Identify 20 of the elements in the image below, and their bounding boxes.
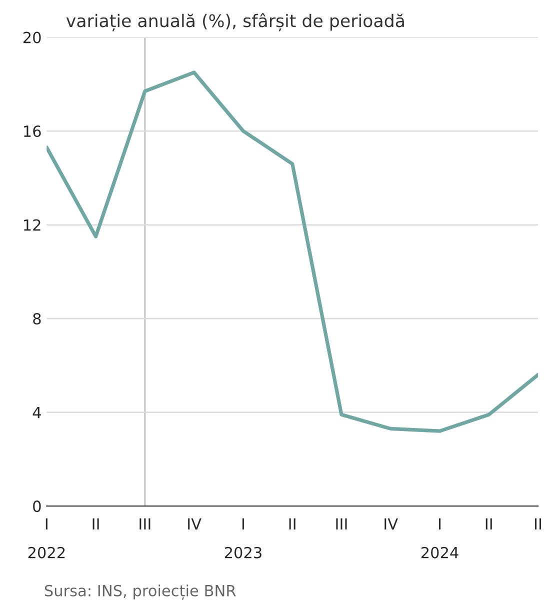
x-tick-label: II (535, 518, 542, 530)
line-series (46, 70, 538, 433)
x-tick-label: I 2023 (224, 518, 262, 558)
y-tick-label: 4 (32, 406, 41, 418)
x-tick-label: II (289, 518, 296, 530)
x-tick-label: I 2022 (28, 518, 65, 558)
x-tick-label: IV (384, 518, 398, 530)
x-tick-label: III (140, 518, 150, 530)
x-tick-label: II (486, 518, 492, 530)
x-tick-label: IV (188, 518, 202, 530)
y-tick-label: 20 (23, 32, 41, 44)
x-tick-label: I 2024 (421, 518, 458, 558)
x-tick-label: II (92, 518, 99, 530)
x-tick-label: III (336, 518, 347, 530)
y-tick-label: 0 (33, 500, 41, 512)
chart-title: variație anuală (%), sfârșit de perioadă (66, 13, 404, 32)
y-tick-label: 8 (33, 312, 41, 325)
y-tick-label: 12 (24, 219, 40, 231)
y-tick-label: 16 (24, 125, 41, 138)
text: Sursa: INS, proiecție BNR (44, 584, 236, 600)
